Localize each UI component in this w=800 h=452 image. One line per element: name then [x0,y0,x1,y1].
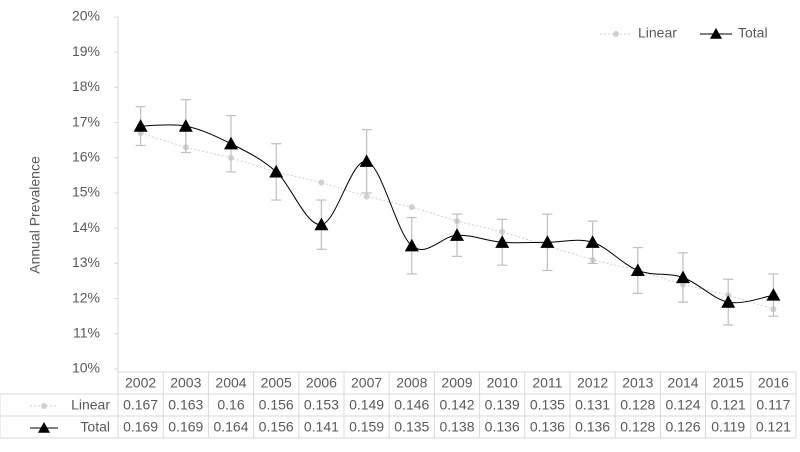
marker [404,238,419,252]
table-value: 0.163 [168,397,203,413]
y-tick-label: 16% [72,149,100,165]
marker [585,235,600,248]
table-value: 0.164 [213,419,248,435]
table-value: 0.136 [530,419,565,435]
y-axis-title: Annual Prevalence [27,156,43,274]
table-value: 0.156 [259,397,294,413]
series-line [140,124,774,304]
marker [363,193,370,200]
x-tick-label: 2012 [577,375,608,391]
table-series-name: Total [80,419,110,435]
legend-marker [38,422,50,433]
y-tick-label: 10% [72,360,100,376]
table-value: 0.153 [304,397,339,413]
marker [133,119,148,132]
x-tick-label: 2006 [306,375,337,391]
marker [359,154,374,167]
x-tick-label: 2013 [622,375,653,391]
y-tick-label: 18% [72,78,100,94]
x-tick-label: 2010 [487,375,518,391]
table-value: 0.136 [485,419,520,435]
table-value: 0.124 [665,397,700,413]
marker [314,217,329,231]
x-tick-label: 2015 [713,375,744,391]
y-tick-label: 11% [73,325,100,341]
marker [269,164,284,178]
legend-label: Total [738,25,768,41]
legend-marker [710,28,722,39]
x-tick-label: 2007 [351,375,382,391]
table-value: 0.128 [620,419,655,435]
table-value: 0.139 [485,397,520,413]
table-value: 0.131 [575,397,610,413]
y-tick-label: 20% [72,8,100,24]
legend-marker [41,403,47,409]
marker [721,295,736,308]
x-tick-label: 2016 [758,375,789,391]
y-tick-label: 17% [72,113,100,129]
x-tick-label: 2009 [441,375,472,391]
x-tick-label: 2002 [125,375,156,391]
table-value: 0.169 [168,419,203,435]
table-value: 0.126 [665,419,700,435]
y-tick-label: 12% [72,289,100,305]
table-value: 0.121 [756,419,791,435]
table-value: 0.146 [394,397,429,413]
x-tick-label: 2011 [532,375,562,391]
y-tick-label: 14% [72,219,100,235]
x-tick-label: 2003 [170,375,201,391]
marker [630,263,645,277]
marker [178,119,193,132]
table-value: 0.128 [620,397,655,413]
x-tick-label: 2014 [667,375,698,391]
table-value: 0.121 [711,397,746,413]
marker [766,288,781,301]
table-value: 0.141 [304,419,339,435]
table-value: 0.142 [439,397,474,413]
table-value: 0.167 [123,397,158,413]
table-value: 0.135 [530,397,565,413]
table-value: 0.136 [575,419,610,435]
table-value: 0.159 [349,419,384,435]
table-value: 0.117 [756,397,790,413]
table-value: 0.135 [394,419,429,435]
table-value: 0.16 [217,397,244,413]
marker [540,235,555,248]
table-value: 0.169 [123,419,158,435]
marker [495,235,510,248]
marker [318,179,325,186]
x-tick-label: 2005 [261,375,292,391]
marker [408,204,415,211]
x-tick-label: 2004 [215,375,246,391]
marker [224,136,238,150]
marker [450,228,464,241]
marker [676,270,690,284]
table-value: 0.138 [439,419,474,435]
y-tick-label: 13% [72,254,100,270]
y-tick-label: 15% [72,184,100,200]
table-value: 0.149 [349,397,384,413]
table-value: 0.156 [259,419,294,435]
legend-marker [613,31,619,37]
table-series-name: Linear [71,397,110,413]
legend-label: Linear [638,25,677,41]
y-tick-label: 19% [72,43,100,59]
table-value: 0.119 [711,419,745,435]
x-tick-label: 2008 [396,375,427,391]
